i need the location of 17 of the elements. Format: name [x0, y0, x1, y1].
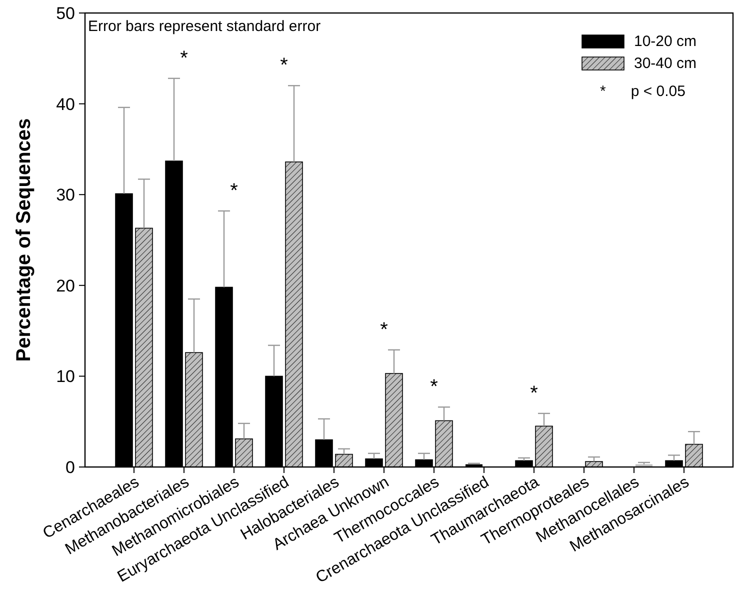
- annotation: *: [280, 54, 288, 77]
- annotation: *: [230, 180, 238, 202]
- y-tick-label: 40: [56, 94, 75, 114]
- y-axis-title: Percentage of Sequences: [13, 118, 35, 362]
- annotation: *: [530, 382, 538, 404]
- annotation: *: [180, 47, 188, 70]
- y-tick-label: 30: [56, 186, 75, 205]
- legend-label: 30-40 cm: [634, 55, 697, 72]
- y-tick-label: 0: [66, 458, 75, 477]
- annotation: *: [380, 318, 388, 341]
- y-tick-label: 20: [56, 276, 75, 296]
- annotation: *: [430, 376, 438, 398]
- annotation: Error bars represent standard error: [88, 18, 321, 35]
- annotation: * p < 0.05: [600, 83, 686, 100]
- y-tick-label: 10: [56, 367, 75, 386]
- y-tick-label: 50: [56, 4, 75, 23]
- legend-label: 10-20 cm: [634, 33, 697, 50]
